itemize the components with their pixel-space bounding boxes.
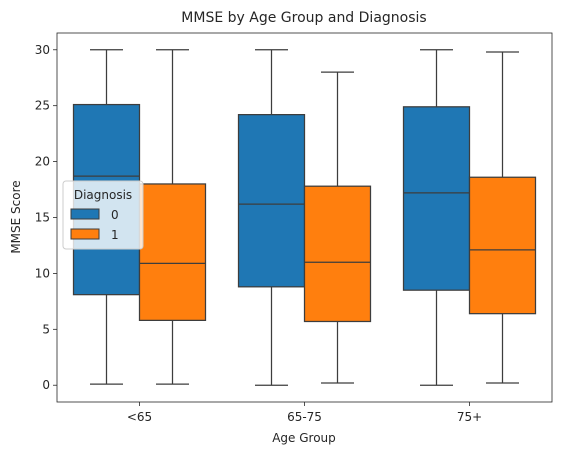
box-65-75-diagnosis-0 bbox=[237, 49, 306, 386]
iqr-box bbox=[468, 176, 537, 315]
box-75+-diagnosis-1 bbox=[468, 51, 537, 384]
box-65-75-diagnosis-1 bbox=[303, 71, 372, 384]
box-75+-diagnosis-0 bbox=[402, 49, 471, 386]
y-axis-label: MMSE Score bbox=[9, 180, 23, 253]
box-<65-diagnosis-1 bbox=[138, 49, 207, 385]
x-tick-label: 75+ bbox=[457, 410, 482, 424]
x-axis-label: Age Group bbox=[272, 431, 336, 445]
iqr-box bbox=[237, 114, 306, 288]
legend-swatch-1 bbox=[70, 228, 100, 240]
y-tick-label: 5 bbox=[42, 322, 50, 336]
iqr-box bbox=[138, 183, 207, 321]
y-tick-label: 25 bbox=[35, 99, 50, 113]
y-tick-label: 0 bbox=[42, 378, 50, 392]
x-tick-label: 65-75 bbox=[287, 410, 322, 424]
y-tick-label: 15 bbox=[35, 211, 50, 225]
y-tick-label: 10 bbox=[35, 266, 50, 280]
legend-label-1: 1 bbox=[111, 228, 119, 242]
legend-swatch-0 bbox=[70, 208, 100, 220]
iqr-box bbox=[402, 106, 471, 291]
x-tick-label: <65 bbox=[127, 410, 152, 424]
legend: Diagnosis 0 1 bbox=[62, 180, 144, 250]
y-tick-label: 30 bbox=[35, 43, 50, 57]
legend-label-0: 0 bbox=[111, 208, 119, 222]
y-tick-label: 20 bbox=[35, 155, 50, 169]
axes-frame bbox=[56, 32, 553, 403]
iqr-box bbox=[303, 185, 372, 323]
chart-title: MMSE by Age Group and Diagnosis bbox=[181, 10, 426, 26]
legend-title: Diagnosis bbox=[74, 188, 132, 202]
